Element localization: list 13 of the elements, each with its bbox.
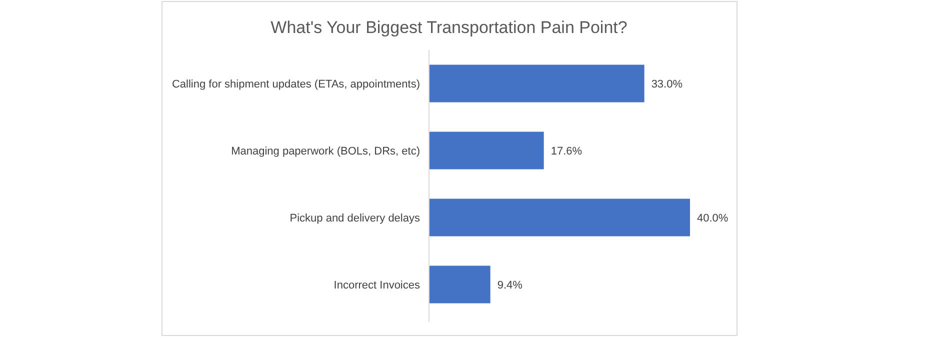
y-tick-label: Pickup and delivery delays <box>290 212 420 224</box>
data-label: 9.4% <box>497 279 523 292</box>
y-tick-label: Managing paperwork (BOLs, DRs, etc) <box>231 145 420 158</box>
bar <box>429 266 490 304</box>
bar <box>429 198 690 236</box>
chart-title: What's Your Biggest Transportation Pain Point? <box>270 18 628 37</box>
data-label: 40.0% <box>697 212 728 224</box>
data-label: 17.6% <box>550 145 582 158</box>
bar <box>429 132 544 170</box>
bar <box>429 64 644 102</box>
data-label: 33.0% <box>651 78 683 90</box>
y-tick-label: Incorrect Invoices <box>334 279 420 292</box>
y-tick-label: Calling for shipment updates (ETAs, appointments) <box>172 78 420 90</box>
